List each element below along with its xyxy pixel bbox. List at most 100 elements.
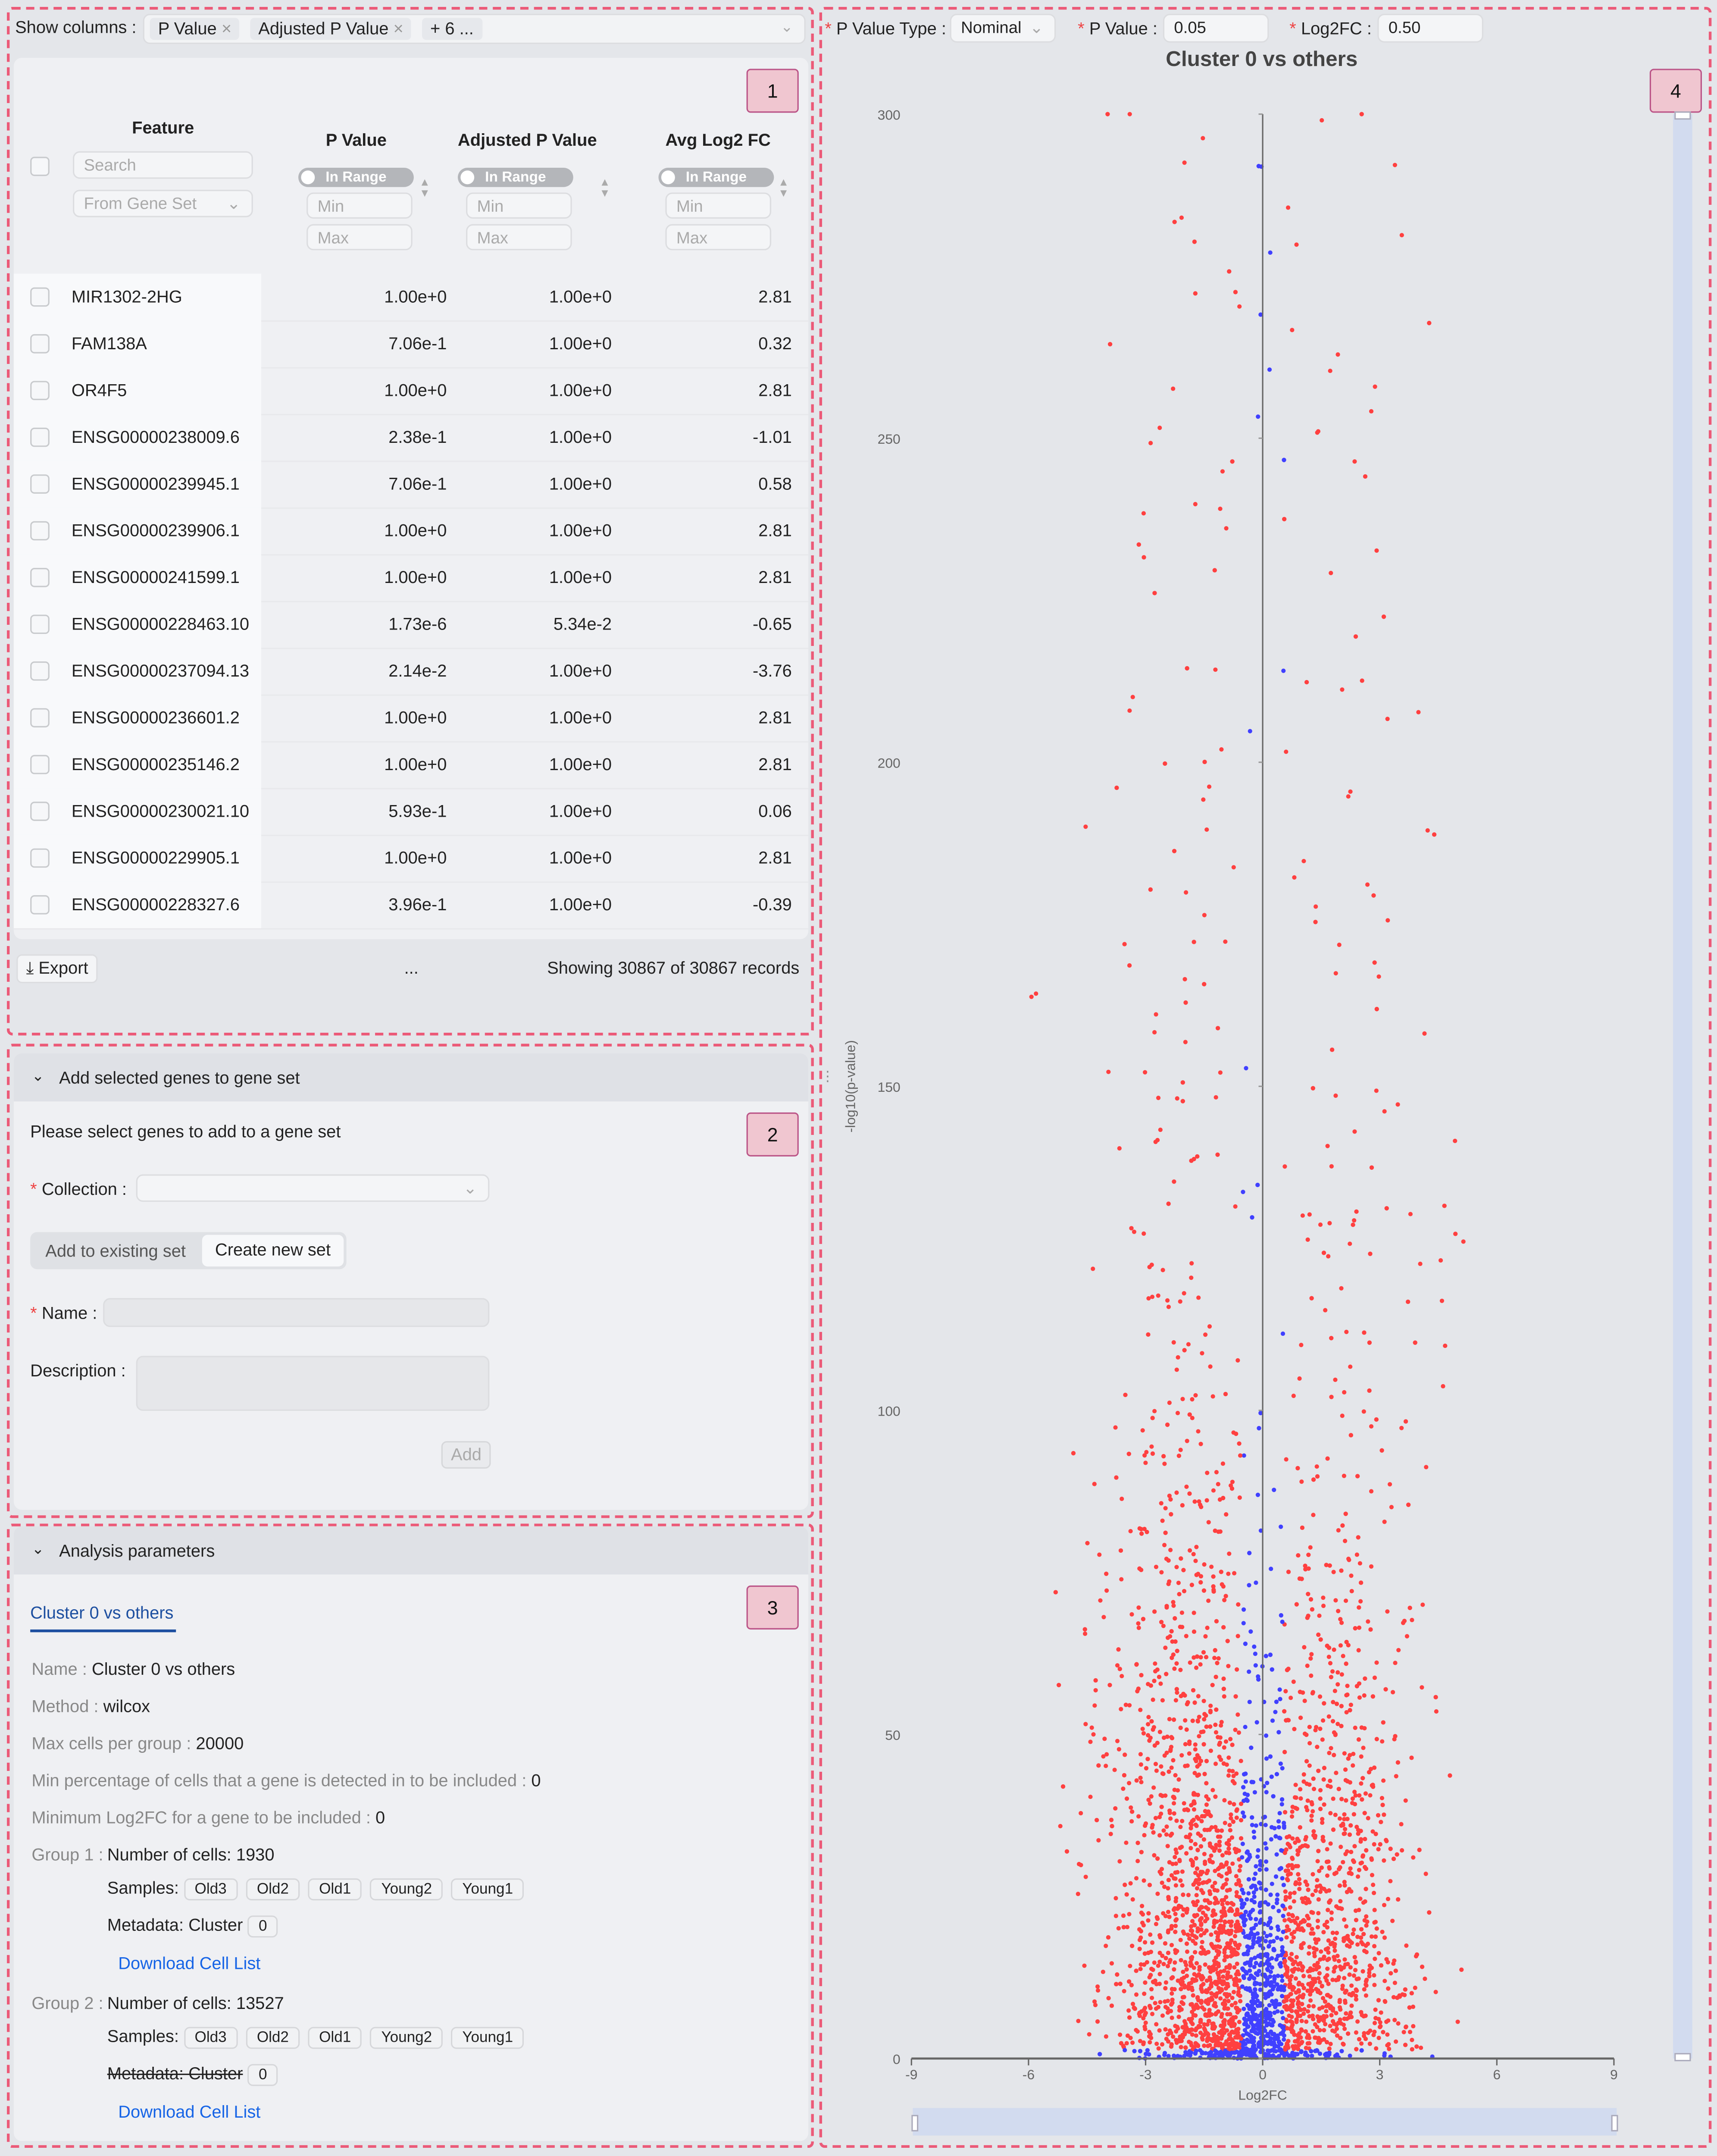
table-row[interactable]: ENSG00000237094.13 2.14e-2 1.00e+0 -3.76 [13,648,809,696]
column-tag-pvalue[interactable]: P Value × [150,18,240,40]
data-point [1140,1727,1145,1731]
row-checkbox[interactable] [30,568,50,587]
data-point [1281,2016,1285,2021]
data-point [1357,1625,1362,1630]
sort-icon[interactable]: ▲ ▼ [419,176,430,200]
header-feature[interactable]: Feature [132,118,194,138]
row-checkbox[interactable] [30,381,50,400]
tab-cluster-0[interactable]: Cluster 0 vs others [30,1603,176,1633]
log2fc-max-input[interactable]: Max [665,224,772,251]
adjp-range-toggle[interactable]: In Range [457,168,573,187]
row-checkbox[interactable] [30,708,50,727]
data-point [1425,828,1430,833]
gene-set-select[interactable]: From Gene Set ⌄ [73,190,253,217]
table-row[interactable]: MIR1302-2HG 1.00e+0 1.00e+0 2.81 [13,273,809,322]
data-point [1313,1977,1317,1981]
analysis-header[interactable]: ⌄ Analysis parameters [13,1526,809,1575]
row-checkbox[interactable] [30,427,50,447]
table-row[interactable]: ENSG00000236601.2 1.00e+0 1.00e+0 2.81 [13,694,809,743]
row-checkbox[interactable] [30,334,50,354]
feature-search-input[interactable]: Search [73,151,253,179]
table-row[interactable]: ENSG00000228463.10 1.73e-6 5.34e-2 -0.65 [13,601,809,649]
y-slider-handle-bottom[interactable] [1674,2053,1691,2062]
row-checkbox[interactable] [30,614,50,634]
export-button[interactable]: ⤓ Export [16,954,98,984]
data-point [1172,849,1177,853]
data-point [1136,1605,1141,1610]
panel-resize-handle[interactable]: ⋮ [820,1070,835,1085]
tab-create-new[interactable]: Create new set [202,1235,344,1267]
data-point [1143,2027,1148,2031]
data-point [1169,2002,1174,2007]
header-log2fc[interactable]: Avg Log2 FC [665,130,771,150]
x-slider-handle-right[interactable] [1611,2115,1618,2131]
table-row[interactable]: ENSG00000228327.6 3.96e-1 1.00e+0 -0.39 [13,881,809,930]
row-checkbox[interactable] [30,802,50,821]
column-tag-adjp[interactable]: Adjusted P Value × [250,18,412,40]
row-checkbox[interactable] [30,474,50,494]
row-checkbox[interactable] [30,755,50,774]
select-all-checkbox[interactable] [30,157,50,176]
pvalue-type-select[interactable]: Nominal ⌄ [950,13,1056,43]
data-point [1167,1915,1172,1919]
tab-add-existing[interactable]: Add to existing set [45,1241,186,1261]
sample-chip: Young2 [370,2027,443,2049]
table-row[interactable]: FAM138A 7.06e-1 1.00e+0 0.32 [13,320,809,369]
adjp-min-input[interactable]: Min [466,192,572,219]
adjp-max-input[interactable]: Max [466,224,572,251]
add-button[interactable]: Add [441,1441,491,1469]
data-point [1323,1999,1327,2004]
data-point [1211,1584,1216,1589]
download-cell-list-link[interactable]: Download Cell List [118,1954,261,1974]
pagination-ellipsis[interactable]: ... [404,958,419,978]
y-zoom-slider[interactable] [1673,111,1692,2062]
sort-icon[interactable]: ▲ ▼ [599,176,610,200]
log2fc-min-input[interactable]: Min [665,192,772,219]
table-row[interactable]: ENSG00000238009.6 2.38e-1 1.00e+0 -1.01 [13,414,809,462]
row-checkbox[interactable] [30,287,50,307]
data-point [1198,1933,1204,1938]
column-tag-more[interactable]: + 6 ... [422,18,482,40]
table-row[interactable]: ENSG00000230021.10 5.93e-1 1.00e+0 0.06 [13,788,809,836]
pvalue-threshold-input[interactable]: 0.05 [1163,13,1269,43]
sort-icon[interactable]: ▲ ▼ [778,176,789,200]
row-checkbox[interactable] [30,848,50,868]
data-point [1219,2031,1224,2036]
row-checkbox[interactable] [30,895,50,915]
pvalue-max-input[interactable]: Max [306,224,413,251]
data-point [1157,1833,1162,1838]
row-checkbox[interactable] [30,521,50,541]
pvalue-min-input[interactable]: Min [306,192,413,219]
log2fc-threshold-input[interactable]: 0.50 [1377,13,1483,43]
pvalue-cell: 1.00e+0 [384,848,447,868]
data-point [1171,1340,1176,1345]
collection-select[interactable]: ⌄ [136,1174,490,1202]
gene-set-header[interactable]: ⌄ Add selected genes to gene set [13,1053,809,1102]
name-input[interactable] [103,1298,490,1327]
table-row[interactable]: ENSG00000239945.1 7.06e-1 1.00e+0 0.58 [13,461,809,509]
table-row[interactable]: ENSG00000241599.1 1.00e+0 1.00e+0 2.81 [13,554,809,602]
data-point [1159,1570,1164,1575]
row-checkbox[interactable] [30,661,50,681]
close-icon[interactable]: × [393,19,403,39]
header-pvalue[interactable]: P Value [325,130,387,150]
download-cell-list-link[interactable]: Download Cell List [118,2102,261,2122]
log2fc-range-toggle[interactable]: In Range [658,168,774,187]
close-icon[interactable]: × [221,19,232,39]
x-zoom-slider[interactable] [911,2108,1618,2136]
data-point [1407,2005,1412,2010]
data-point [1272,1488,1276,1492]
description-textarea[interactable] [136,1356,490,1411]
table-row[interactable]: ENSG00000235146.2 1.00e+0 1.00e+0 2.81 [13,741,809,790]
x-slider-handle-left[interactable] [911,2115,919,2131]
y-slider-handle-top[interactable] [1674,111,1691,120]
header-adjp[interactable]: Adjusted P Value [457,130,597,150]
table-row[interactable]: ENSG00000229905.1 1.00e+0 1.00e+0 2.81 [13,834,809,883]
data-point [1423,1871,1428,1876]
table-row[interactable]: ENSG00000239906.1 1.00e+0 1.00e+0 2.81 [13,507,809,556]
table-row[interactable]: OR4F5 1.00e+0 1.00e+0 2.81 [13,367,809,416]
pvalue-range-toggle[interactable]: In Range [298,168,414,187]
columns-select[interactable]: P Value × Adjusted P Value × + 6 ... ⌄ [143,13,806,44]
data-point [1296,1849,1301,1854]
